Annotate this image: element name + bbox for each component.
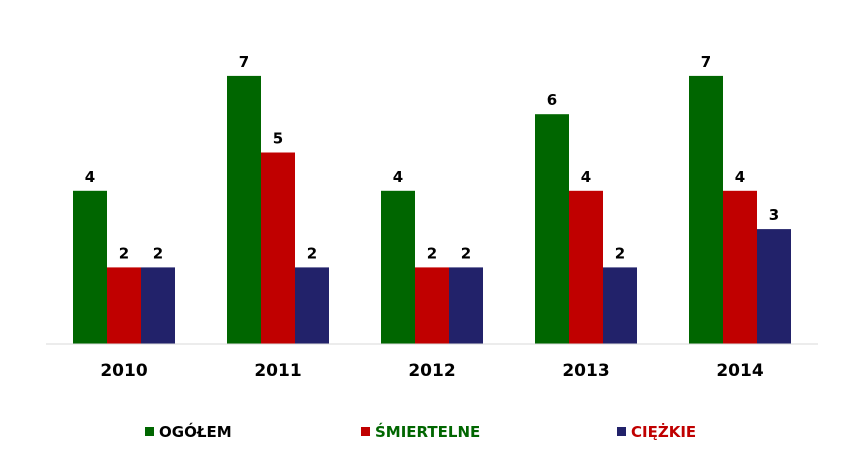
value-label-2014-series-3: 3 [769,206,779,224]
bar-2010-series-1 [73,190,107,344]
bar-2012-series-3 [449,267,483,344]
category-label-2010: 2010 [100,361,147,381]
legend: OGÓŁEM ŚMIERTELNE CIĘŻKIE [145,422,696,441]
bar-2010-series-2 [107,267,141,344]
legend-label-series-3: CIĘŻKIE [631,422,696,441]
bar-2013-series-2 [569,190,603,344]
value-label-2013-series-1: 6 [547,91,557,109]
value-label-2014-series-1: 7 [701,53,711,71]
bar-2011-series-3 [295,267,329,344]
legend-swatch-series-3 [617,427,626,436]
bar-2014-series-2 [723,190,757,344]
legend-item-series-3: CIĘŻKIE [617,422,696,441]
value-label-2012-series-1: 4 [393,168,403,186]
bars-group [73,75,791,345]
value-label-2012-series-2: 2 [427,244,437,262]
value-label-2012-series-3: 2 [461,244,471,262]
bar-2012-series-1 [381,190,415,344]
bar-2013-series-1 [535,114,569,344]
value-label-2011-series-3: 2 [307,244,317,262]
bar-2011-series-2 [261,152,295,344]
bar-2012-series-2 [415,267,449,344]
value-label-2011-series-1: 7 [239,53,249,71]
legend-item-series-2: ŚMIERTELNE [361,422,480,441]
value-label-2010-series-1: 4 [85,168,95,186]
legend-label-series-2: ŚMIERTELNE [375,422,480,441]
value-label-2011-series-2: 5 [273,130,283,148]
legend-swatch-series-2 [361,427,370,436]
category-labels-group: 2010 2011 2012 2013 2014 [100,361,763,381]
bar-2014-series-3 [757,229,791,344]
value-label-2014-series-2: 4 [735,168,745,186]
legend-item-series-1: OGÓŁEM [145,422,232,441]
value-label-2013-series-3: 2 [615,244,625,262]
value-label-2010-series-3: 2 [153,244,163,262]
legend-label-series-1: OGÓŁEM [159,422,232,441]
bar-2010-series-3 [141,267,175,344]
category-label-2014: 2014 [716,361,763,381]
bar-2011-series-1 [227,75,261,345]
value-label-2010-series-2: 2 [119,244,129,262]
bar-2013-series-3 [603,267,637,344]
bar-2014-series-1 [689,75,723,345]
value-label-2013-series-2: 4 [581,168,591,186]
category-label-2013: 2013 [562,361,609,381]
category-label-2011: 2011 [254,361,301,381]
category-label-2012: 2012 [408,361,455,381]
value-labels-group: 4 2 2 7 5 2 4 2 2 6 4 2 7 4 3 [85,53,779,262]
legend-swatch-series-1 [145,427,154,436]
